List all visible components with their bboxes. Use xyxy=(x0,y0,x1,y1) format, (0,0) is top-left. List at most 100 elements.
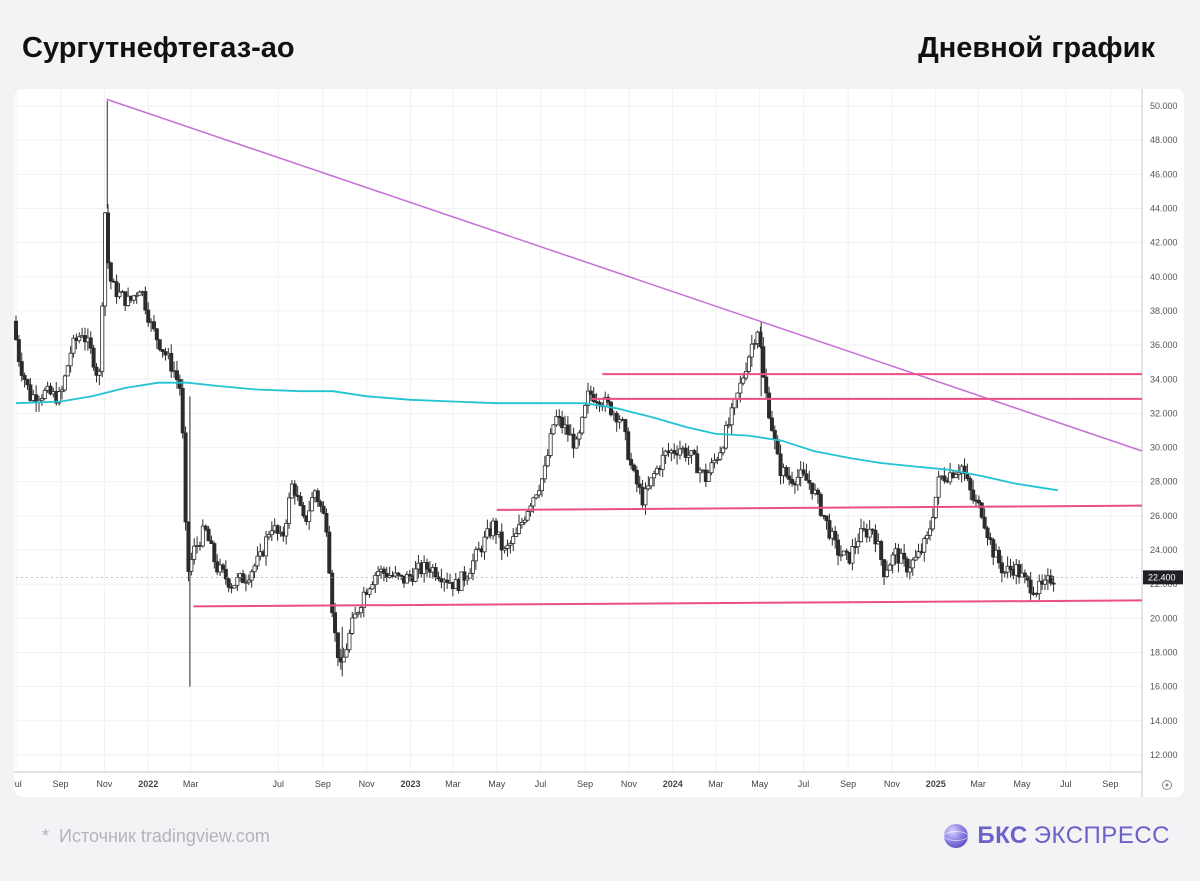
y-tick-label: 30.000 xyxy=(1150,443,1178,453)
candle-body xyxy=(905,558,910,573)
candle-body xyxy=(856,541,861,548)
candle-body xyxy=(307,510,312,522)
candle-body xyxy=(1051,582,1056,585)
candle-body xyxy=(930,517,935,530)
candle-body xyxy=(539,478,544,492)
candle-body xyxy=(778,453,783,477)
candle-body xyxy=(241,573,246,584)
candle-body xyxy=(902,552,907,560)
candle-body xyxy=(471,560,476,574)
candle-body xyxy=(235,577,240,586)
candle-body xyxy=(77,336,82,342)
candle-body xyxy=(275,525,280,534)
candle-body xyxy=(367,588,372,595)
candle-body xyxy=(321,505,326,514)
candle-body xyxy=(459,571,464,591)
x-tick-label: 2024 xyxy=(663,779,683,789)
candle-body xyxy=(588,390,593,395)
candle-body xyxy=(465,577,470,581)
candle-body xyxy=(220,564,225,570)
candle-body xyxy=(706,472,711,482)
candle-body xyxy=(577,432,582,440)
candle-body xyxy=(654,467,659,475)
candle-body xyxy=(315,490,320,503)
candle-body xyxy=(333,612,338,634)
candle-body xyxy=(542,465,547,480)
candle-body xyxy=(873,529,878,545)
candle-body xyxy=(715,458,720,461)
candle-body xyxy=(22,375,27,380)
brand-globe-icon xyxy=(943,824,969,848)
candle-body xyxy=(19,361,24,376)
candle-body xyxy=(649,477,654,487)
candle-body xyxy=(928,528,933,536)
candle-body xyxy=(807,479,812,484)
candle-body xyxy=(358,607,363,614)
candle-body xyxy=(942,475,947,482)
x-tick-label: May xyxy=(1013,779,1031,789)
candle-body xyxy=(758,331,763,348)
candle-body xyxy=(853,546,858,548)
x-tick-label: Jul xyxy=(535,779,547,789)
candle-body xyxy=(867,528,872,538)
candle-body xyxy=(723,425,728,449)
candle-body xyxy=(264,536,269,557)
x-tick-label: Mar xyxy=(970,779,986,789)
candle-body xyxy=(534,494,539,499)
x-tick-label: Nov xyxy=(884,779,901,789)
y-tick-label: 12.000 xyxy=(1150,750,1178,760)
x-tick-label: Mar xyxy=(445,779,461,789)
candle-body xyxy=(531,497,536,507)
candle-body xyxy=(97,370,102,376)
candle-body xyxy=(180,388,185,434)
candle-body xyxy=(376,570,381,576)
candle-body xyxy=(1008,565,1013,570)
candle-body xyxy=(399,574,404,577)
candle-body xyxy=(522,519,527,523)
candle-body xyxy=(698,469,703,474)
price-chart[interactable]: 12.00014.00016.00018.00020.00022.00024.0… xyxy=(14,89,1184,797)
x-tick-label: 2022 xyxy=(138,779,158,789)
candle-body xyxy=(979,502,984,518)
candle-body xyxy=(226,578,231,588)
x-tick-label: Nov xyxy=(359,779,376,789)
candle-body xyxy=(1037,580,1042,594)
candle-body xyxy=(623,419,628,433)
x-tick-label: Sep xyxy=(315,779,331,789)
source-note: * Источник tradingview.com xyxy=(42,826,270,847)
candle-body xyxy=(1022,572,1027,578)
candle-body xyxy=(350,617,355,634)
candle-body xyxy=(882,559,887,577)
x-tick-label: May xyxy=(751,779,769,789)
candle-body xyxy=(232,584,237,589)
last-price-tag xyxy=(1143,570,1183,585)
candle-body xyxy=(956,472,961,475)
candle-body xyxy=(953,474,958,478)
candle-body xyxy=(637,483,642,488)
candle-body xyxy=(25,379,30,386)
grid xyxy=(15,89,1142,772)
candle-body xyxy=(988,537,993,541)
candle-body xyxy=(169,352,174,372)
candle-body xyxy=(971,489,976,501)
chart-panel[interactable]: 12.00014.00016.00018.00020.00022.00024.0… xyxy=(14,89,1184,797)
candle-body xyxy=(373,574,378,586)
candle-body xyxy=(347,632,352,651)
candle-body xyxy=(910,559,915,569)
candle-body xyxy=(997,549,1002,564)
candle-body xyxy=(890,554,895,566)
settings-icon xyxy=(1162,780,1172,790)
candle-body xyxy=(1017,564,1022,578)
candle-body xyxy=(741,377,746,384)
candle-body xyxy=(721,447,726,454)
candle-body xyxy=(396,572,401,576)
candle-body xyxy=(1042,579,1047,585)
candle-body xyxy=(732,398,737,409)
y-tick-label: 36.000 xyxy=(1150,340,1178,350)
candle-body xyxy=(695,453,700,474)
x-tick-label: May xyxy=(488,779,506,789)
candle-body xyxy=(324,513,329,533)
candle-body xyxy=(629,458,634,466)
y-tick-label: 16.000 xyxy=(1150,682,1178,692)
candle-body xyxy=(433,567,438,578)
